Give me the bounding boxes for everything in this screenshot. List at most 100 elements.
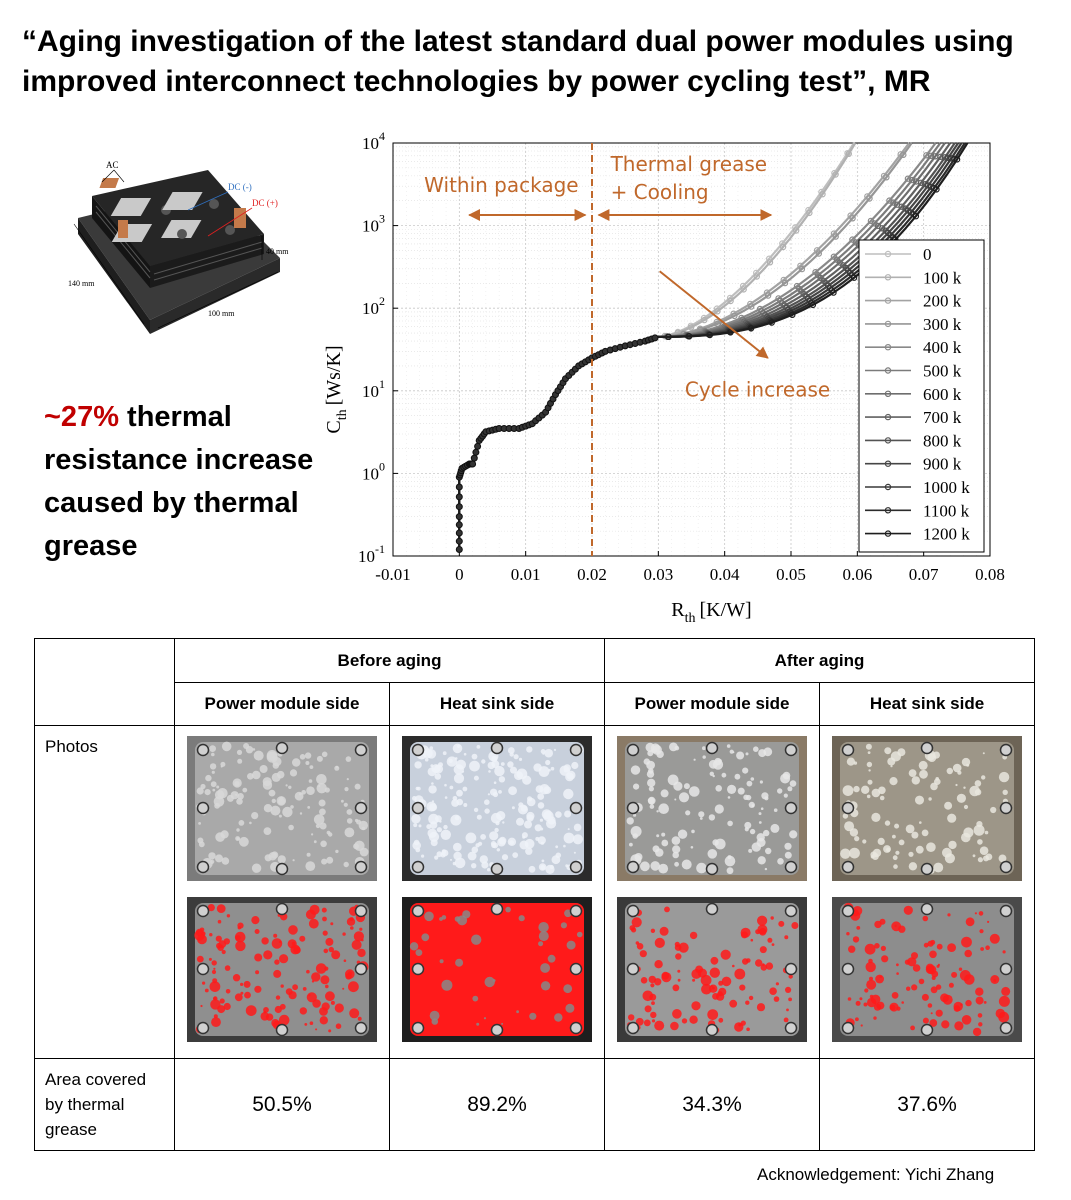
grease-texture: [1002, 789, 1008, 795]
grease-texture: [636, 943, 644, 950]
grease-texture: [1001, 986, 1011, 996]
grease-texture: [223, 1002, 231, 1011]
grease-texture: [727, 784, 737, 794]
plate-surface: [625, 742, 799, 875]
grease-texture: [516, 817, 524, 826]
grease-texture: [271, 938, 283, 949]
grease-texture: [901, 1001, 904, 1004]
x-tick-label: 0.08: [975, 565, 1005, 584]
grease-texture: [946, 767, 953, 775]
grease-texture: [319, 1016, 328, 1025]
grease-texture: [651, 1019, 656, 1023]
grease-texture: [1002, 950, 1006, 954]
thermal-grease-label: Thermal grease: [610, 152, 767, 176]
grease-texture: [936, 964, 940, 968]
mask-hs-before: [402, 897, 592, 1042]
grease-texture: [840, 848, 851, 859]
grease-texture: [348, 981, 359, 993]
grease-texture: [672, 1009, 682, 1019]
grease-texture: [726, 744, 731, 748]
grease-texture: [321, 858, 328, 865]
grease-texture: [789, 830, 798, 839]
grease-texture: [927, 940, 934, 947]
grease-texture: [751, 804, 755, 808]
grease-texture: [320, 840, 327, 848]
grease-texture: [737, 787, 745, 795]
grease-texture: [977, 857, 983, 863]
grease-texture: [784, 935, 789, 940]
photo-hs-before: [402, 736, 592, 881]
grease-texture: [691, 829, 695, 834]
grease-texture: [689, 786, 700, 797]
grease-texture: [501, 1022, 504, 1025]
grease-texture: [908, 769, 917, 777]
grease-texture: [929, 1019, 938, 1027]
grease-texture: [954, 1021, 964, 1031]
legend-entry: 700 k: [923, 408, 962, 427]
grease-texture: [243, 980, 251, 988]
grease-texture: [278, 940, 282, 944]
grease-texture: [289, 769, 298, 777]
grease-texture: [537, 836, 546, 845]
x-tick-label: 0.01: [511, 565, 541, 584]
legend-swatch-marker: [884, 343, 892, 351]
grease-texture: [915, 845, 924, 854]
area-power-module-after: 34.3%: [604, 1058, 820, 1151]
grease-texture: [555, 852, 562, 859]
grease-texture: [440, 829, 451, 840]
series-marker: [748, 303, 755, 310]
grease-texture: [266, 750, 278, 761]
mounting-hole: [705, 1023, 719, 1037]
mounting-hole: [569, 1021, 583, 1035]
grease-texture: [528, 865, 536, 873]
grease-texture: [529, 1012, 537, 1020]
grease-texture: [346, 778, 349, 781]
mounting-hole: [841, 860, 855, 874]
grease-texture: [863, 1002, 868, 1007]
grease-texture: [760, 964, 768, 971]
series-marker: [455, 493, 463, 501]
grease-texture: [922, 1017, 929, 1024]
grease-texture: [672, 845, 681, 854]
grease-texture: [480, 834, 486, 840]
grease-texture: [487, 868, 491, 872]
grease-texture: [911, 952, 918, 960]
grease-texture: [985, 853, 993, 861]
grease-texture: [335, 849, 339, 854]
series-marker: [455, 503, 463, 511]
y-ticks: 10-1 100 101 102 103 104: [358, 130, 398, 566]
x-ticks: -0.01 0 0.01 0.02 0.03 0.04 0.05 0.06 0.07 0.08: [375, 551, 1005, 584]
series-marker: [740, 286, 747, 293]
grease-texture: [271, 772, 281, 782]
grease-texture: [351, 939, 362, 950]
grease-texture: [654, 1020, 665, 1031]
grease-texture: [235, 793, 238, 796]
series-marker: [883, 174, 890, 181]
grease-texture: [342, 932, 346, 936]
grease-texture: [249, 821, 252, 825]
grease-texture: [990, 806, 997, 814]
grease-texture: [745, 752, 749, 756]
grease-texture: [930, 986, 938, 994]
legend-swatch-marker: [884, 437, 892, 444]
grease-texture: [650, 743, 660, 753]
photo-pm-before: [187, 736, 377, 881]
grease-texture: [345, 969, 355, 979]
grease-texture: [867, 779, 873, 785]
grease-texture: [344, 787, 349, 792]
grease-texture: [648, 786, 654, 792]
legend-entry: 600 k: [923, 385, 962, 404]
grease-texture: [465, 832, 477, 844]
series-marker: [927, 152, 935, 159]
grease-texture: [268, 789, 276, 797]
grease-texture: [204, 789, 211, 796]
grease-texture: [910, 1025, 915, 1031]
grease-texture: [868, 769, 871, 772]
grease-texture: [678, 792, 690, 803]
grease-texture: [476, 745, 481, 749]
series-marker: [797, 262, 804, 269]
grease-texture: [626, 817, 634, 825]
x-tick-label: 0.05: [776, 565, 806, 584]
grease-texture: [921, 993, 929, 1001]
grease-texture: [202, 981, 206, 985]
